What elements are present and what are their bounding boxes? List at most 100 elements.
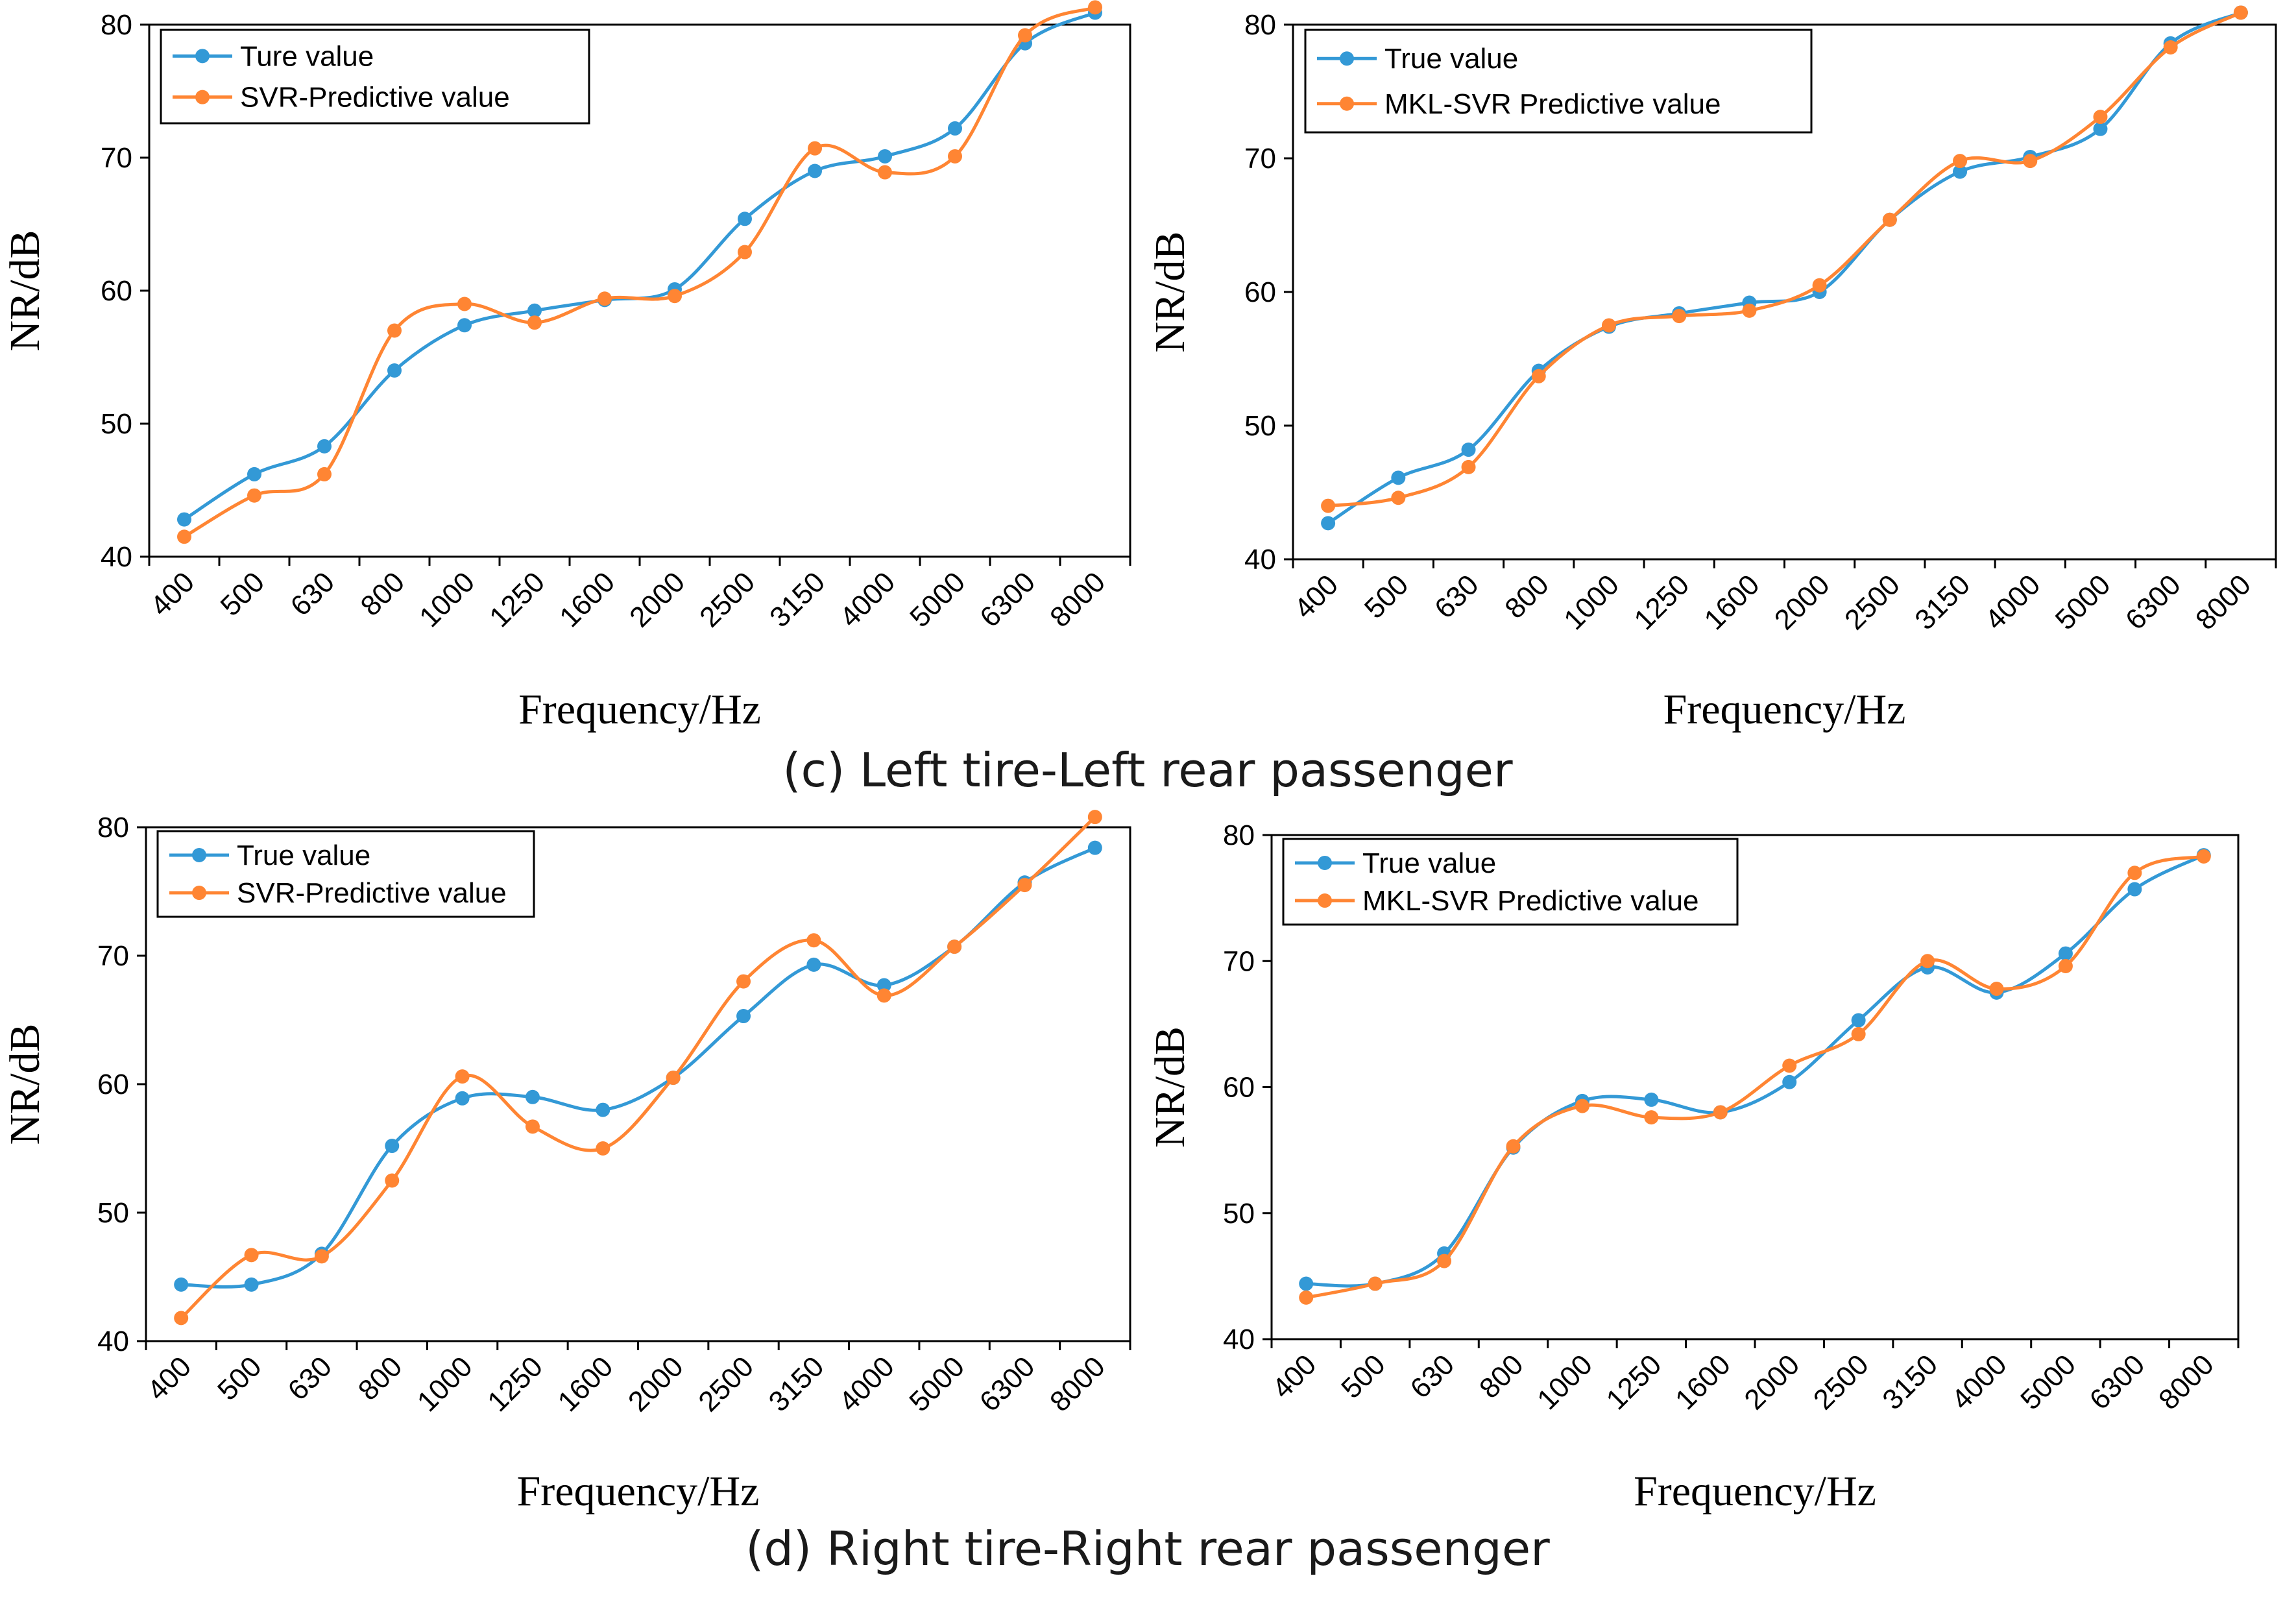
legend-box bbox=[1282, 838, 1739, 926]
data-point bbox=[2058, 959, 2073, 974]
y-axis-title: NR/dB bbox=[1, 1023, 49, 1145]
data-point bbox=[1644, 1092, 1659, 1107]
chart-panel-d-right: 40 50 60 70 80 400 500 630 800 1000 1250 1600 2000 25… bbox=[1146, 819, 2240, 1515]
data-point bbox=[1299, 1290, 1314, 1305]
legend-swatch-marker bbox=[192, 886, 206, 901]
y-tick-label: 40 bbox=[1244, 544, 1276, 576]
series-line bbox=[180, 816, 1096, 1320]
x-tick-label: 2500 bbox=[694, 566, 761, 633]
data-point bbox=[806, 957, 821, 972]
data-point bbox=[177, 529, 191, 544]
x-tick-label: 1600 bbox=[1669, 1348, 1737, 1416]
data-point bbox=[314, 1249, 329, 1264]
x-tick-label: 630 bbox=[285, 566, 341, 622]
data-point bbox=[1018, 28, 1032, 43]
data-point bbox=[947, 939, 962, 954]
x-tick-label: 8000 bbox=[1044, 1350, 1111, 1418]
data-point bbox=[1087, 840, 1102, 855]
x-tick-label: 630 bbox=[1429, 568, 1485, 625]
data-point bbox=[1601, 318, 1616, 333]
data-point bbox=[385, 1173, 400, 1188]
data-point bbox=[2127, 882, 2142, 897]
data-point bbox=[1321, 498, 1336, 513]
x-axis-title: Frequency/Hz bbox=[517, 1468, 760, 1515]
data-point bbox=[1299, 1276, 1314, 1291]
data-point bbox=[1644, 1110, 1659, 1125]
data-point bbox=[1087, 810, 1102, 825]
data-point bbox=[808, 141, 822, 156]
x-tick-label: 4000 bbox=[1946, 1348, 2013, 1416]
legend-box bbox=[156, 830, 535, 918]
y-tick-label: 40 bbox=[97, 1326, 129, 1357]
y-tick-label: 40 bbox=[1223, 1324, 1255, 1355]
x-tick-label: 8000 bbox=[1044, 566, 1111, 633]
data-point bbox=[2163, 40, 2178, 55]
x-tick-label: 630 bbox=[1405, 1348, 1461, 1405]
y-tick-label: 40 bbox=[101, 541, 132, 573]
data-point bbox=[598, 291, 612, 306]
x-tick-label: 3150 bbox=[1909, 568, 1976, 636]
chart-panel-c-right: 40 50 60 70 80 400 500 630 800 1000 1250 1600 2000 25… bbox=[1146, 5, 2277, 733]
data-point bbox=[876, 978, 891, 993]
x-tick-label: 1250 bbox=[1601, 1348, 1668, 1416]
data-point bbox=[1882, 212, 1897, 227]
legend: Ture value SVR-Predictive value bbox=[160, 29, 590, 125]
data-point bbox=[1017, 878, 1032, 893]
legend-label: SVR-Predictive value bbox=[240, 82, 510, 114]
x-tick-label: 1000 bbox=[411, 1350, 479, 1418]
data-point bbox=[525, 1119, 540, 1134]
data-point bbox=[1575, 1098, 1589, 1113]
legend-label: MKL-SVR Predictive value bbox=[1384, 88, 1721, 120]
data-point bbox=[1742, 303, 1757, 318]
x-tick-label: 400 bbox=[145, 566, 201, 622]
y-tick-label: 50 bbox=[97, 1197, 129, 1229]
legend-swatch-marker bbox=[1340, 96, 1354, 111]
data-point bbox=[738, 245, 752, 260]
data-point bbox=[317, 467, 332, 481]
data-point bbox=[596, 1141, 610, 1156]
data-point bbox=[1851, 1026, 1866, 1041]
data-point bbox=[1953, 164, 1968, 179]
data-point bbox=[1391, 491, 1406, 505]
x-tick-label: 5000 bbox=[2014, 1348, 2082, 1416]
y-tick-label: 50 bbox=[1223, 1198, 1255, 1230]
data-point bbox=[174, 1311, 189, 1326]
data-point bbox=[1321, 516, 1336, 531]
x-tick-label: 500 bbox=[1359, 568, 1415, 625]
y-tick-label: 80 bbox=[1244, 9, 1276, 41]
data-point bbox=[736, 1009, 751, 1024]
x-tick-label: 1600 bbox=[1698, 568, 1766, 636]
data-point bbox=[2023, 154, 2038, 169]
data-point bbox=[596, 1102, 610, 1117]
data-point bbox=[1368, 1276, 1383, 1291]
x-tick-label: 3150 bbox=[764, 566, 831, 633]
data-point bbox=[1953, 154, 1968, 169]
x-tick-label: 3150 bbox=[763, 1350, 830, 1418]
y-tick-label: 60 bbox=[1223, 1072, 1255, 1104]
x-tick-label: 500 bbox=[1335, 1348, 1392, 1405]
y-tick-label: 50 bbox=[101, 408, 132, 440]
x-tick-label: 400 bbox=[1266, 1348, 1323, 1405]
x-tick-label: 2500 bbox=[1807, 1348, 1875, 1416]
data-point bbox=[385, 1139, 400, 1154]
x-tick-label: 800 bbox=[1473, 1348, 1530, 1405]
x-tick-label: 4000 bbox=[833, 1350, 900, 1418]
x-tick-label: 3150 bbox=[1876, 1348, 1944, 1416]
data-point bbox=[1782, 1058, 1797, 1073]
legend: True value SVR-Predictive value bbox=[156, 830, 535, 918]
data-point bbox=[174, 1277, 189, 1292]
data-point bbox=[1782, 1074, 1797, 1089]
data-point bbox=[1391, 470, 1406, 485]
x-tick-label: 2000 bbox=[623, 566, 691, 633]
x-tick-label: 1250 bbox=[1628, 568, 1695, 636]
legend-label: True value bbox=[1362, 847, 1496, 879]
x-tick-label: 2000 bbox=[1738, 1348, 1806, 1416]
y-axis-title: NR/dB bbox=[1146, 231, 1194, 352]
data-point bbox=[878, 165, 892, 180]
x-tick-label: 1000 bbox=[1531, 1348, 1599, 1416]
x-tick-label: 800 bbox=[355, 566, 411, 622]
data-point bbox=[1461, 459, 1476, 474]
data-point bbox=[247, 488, 261, 503]
data-point bbox=[738, 212, 752, 226]
